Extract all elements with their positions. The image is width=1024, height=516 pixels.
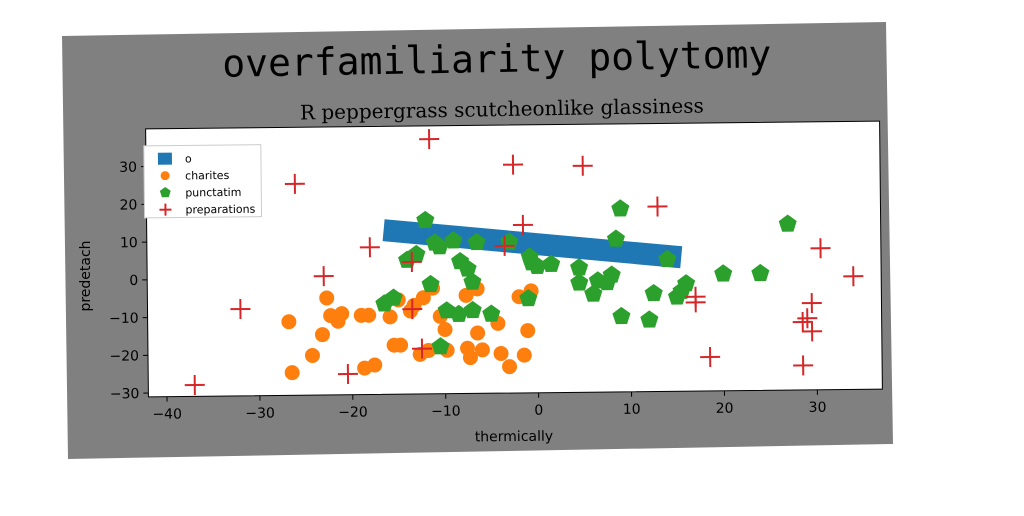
legend-label-o: o xyxy=(185,152,192,165)
legend-marker-o xyxy=(158,153,172,165)
y-tick-label--10: −10 xyxy=(109,311,139,327)
legend-label-charites: charites xyxy=(185,169,230,182)
legend-label-preparations: preparations xyxy=(185,203,255,217)
y-tick-label--30: −30 xyxy=(110,386,140,402)
x-tick-label-20: 20 xyxy=(716,401,734,417)
legend: o charites punctatim preparations xyxy=(144,145,262,218)
x-tick-label--30: −30 xyxy=(245,406,275,422)
x-tick-label-10: 10 xyxy=(623,402,641,418)
x-axis-label: thermically xyxy=(475,429,554,446)
y-tick-label--20: −20 xyxy=(109,348,139,364)
x-tick-label-30: 30 xyxy=(809,400,827,416)
y-tick-label-20: 20 xyxy=(120,197,138,213)
x-tick-label--40: −40 xyxy=(152,406,182,422)
y-tick-label-10: 10 xyxy=(120,235,138,251)
x-tick-label--20: −20 xyxy=(338,405,368,421)
legend-label-punctatim: punctatim xyxy=(185,186,241,200)
y-axis-label: predetach xyxy=(78,240,94,311)
x-tick-label--10: −10 xyxy=(431,404,461,420)
plot-group: −40 −30 −20 −10 0 10 20 30 −30 −20 −10 0 10 20 30 o ch… xyxy=(107,121,883,423)
y-tick-label-30: 30 xyxy=(119,160,137,176)
y-tick-label-0: 0 xyxy=(129,273,138,289)
x-tick-label-0: 0 xyxy=(534,403,543,419)
